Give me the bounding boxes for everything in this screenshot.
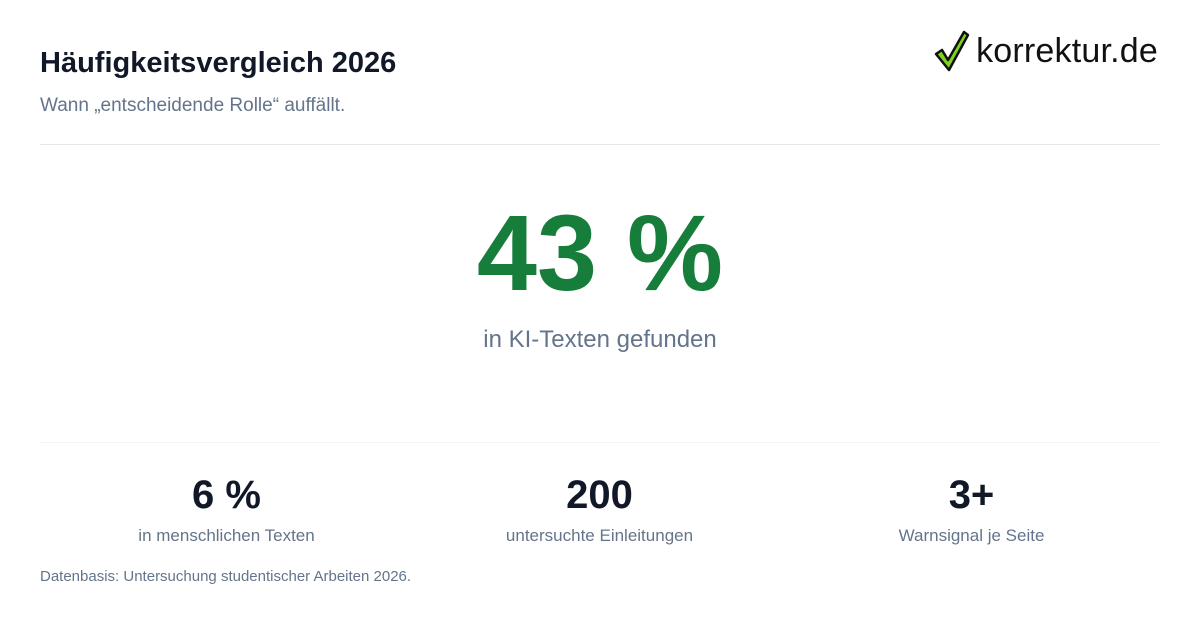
stat-label: untersuchte Einleitungen bbox=[505, 526, 694, 545]
stat-value: 200 bbox=[566, 473, 633, 517]
stat: 6 % in menschlichen Texten bbox=[40, 472, 413, 546]
stat-label: in menschlichen Texten bbox=[138, 526, 315, 545]
divider bbox=[40, 144, 1160, 145]
hero-value: 43 % bbox=[476, 192, 724, 313]
divider bbox=[40, 442, 1160, 443]
footnote: Datenbasis: Untersuchung studentischer A… bbox=[40, 568, 412, 585]
hero-label: in KI-Texten gefunden bbox=[483, 326, 717, 353]
title: Häufigkeitsvergleich 2026 bbox=[40, 47, 397, 79]
subtitle: Wann „entscheidende Rolle“ auffällt. bbox=[40, 95, 346, 116]
logo: korrektur.de bbox=[934, 30, 1158, 72]
stat-label: Warnsignal je Seite bbox=[898, 526, 1045, 545]
stat: 3+ Warnsignal je Seite bbox=[785, 472, 1158, 546]
stat-value: 6 % bbox=[192, 473, 261, 517]
logo-text: korrektur.de bbox=[976, 31, 1158, 70]
logo-check bbox=[934, 30, 970, 72]
stat-value: 3+ bbox=[948, 473, 995, 517]
stat: 200 untersuchte Einleitungen bbox=[413, 472, 786, 546]
